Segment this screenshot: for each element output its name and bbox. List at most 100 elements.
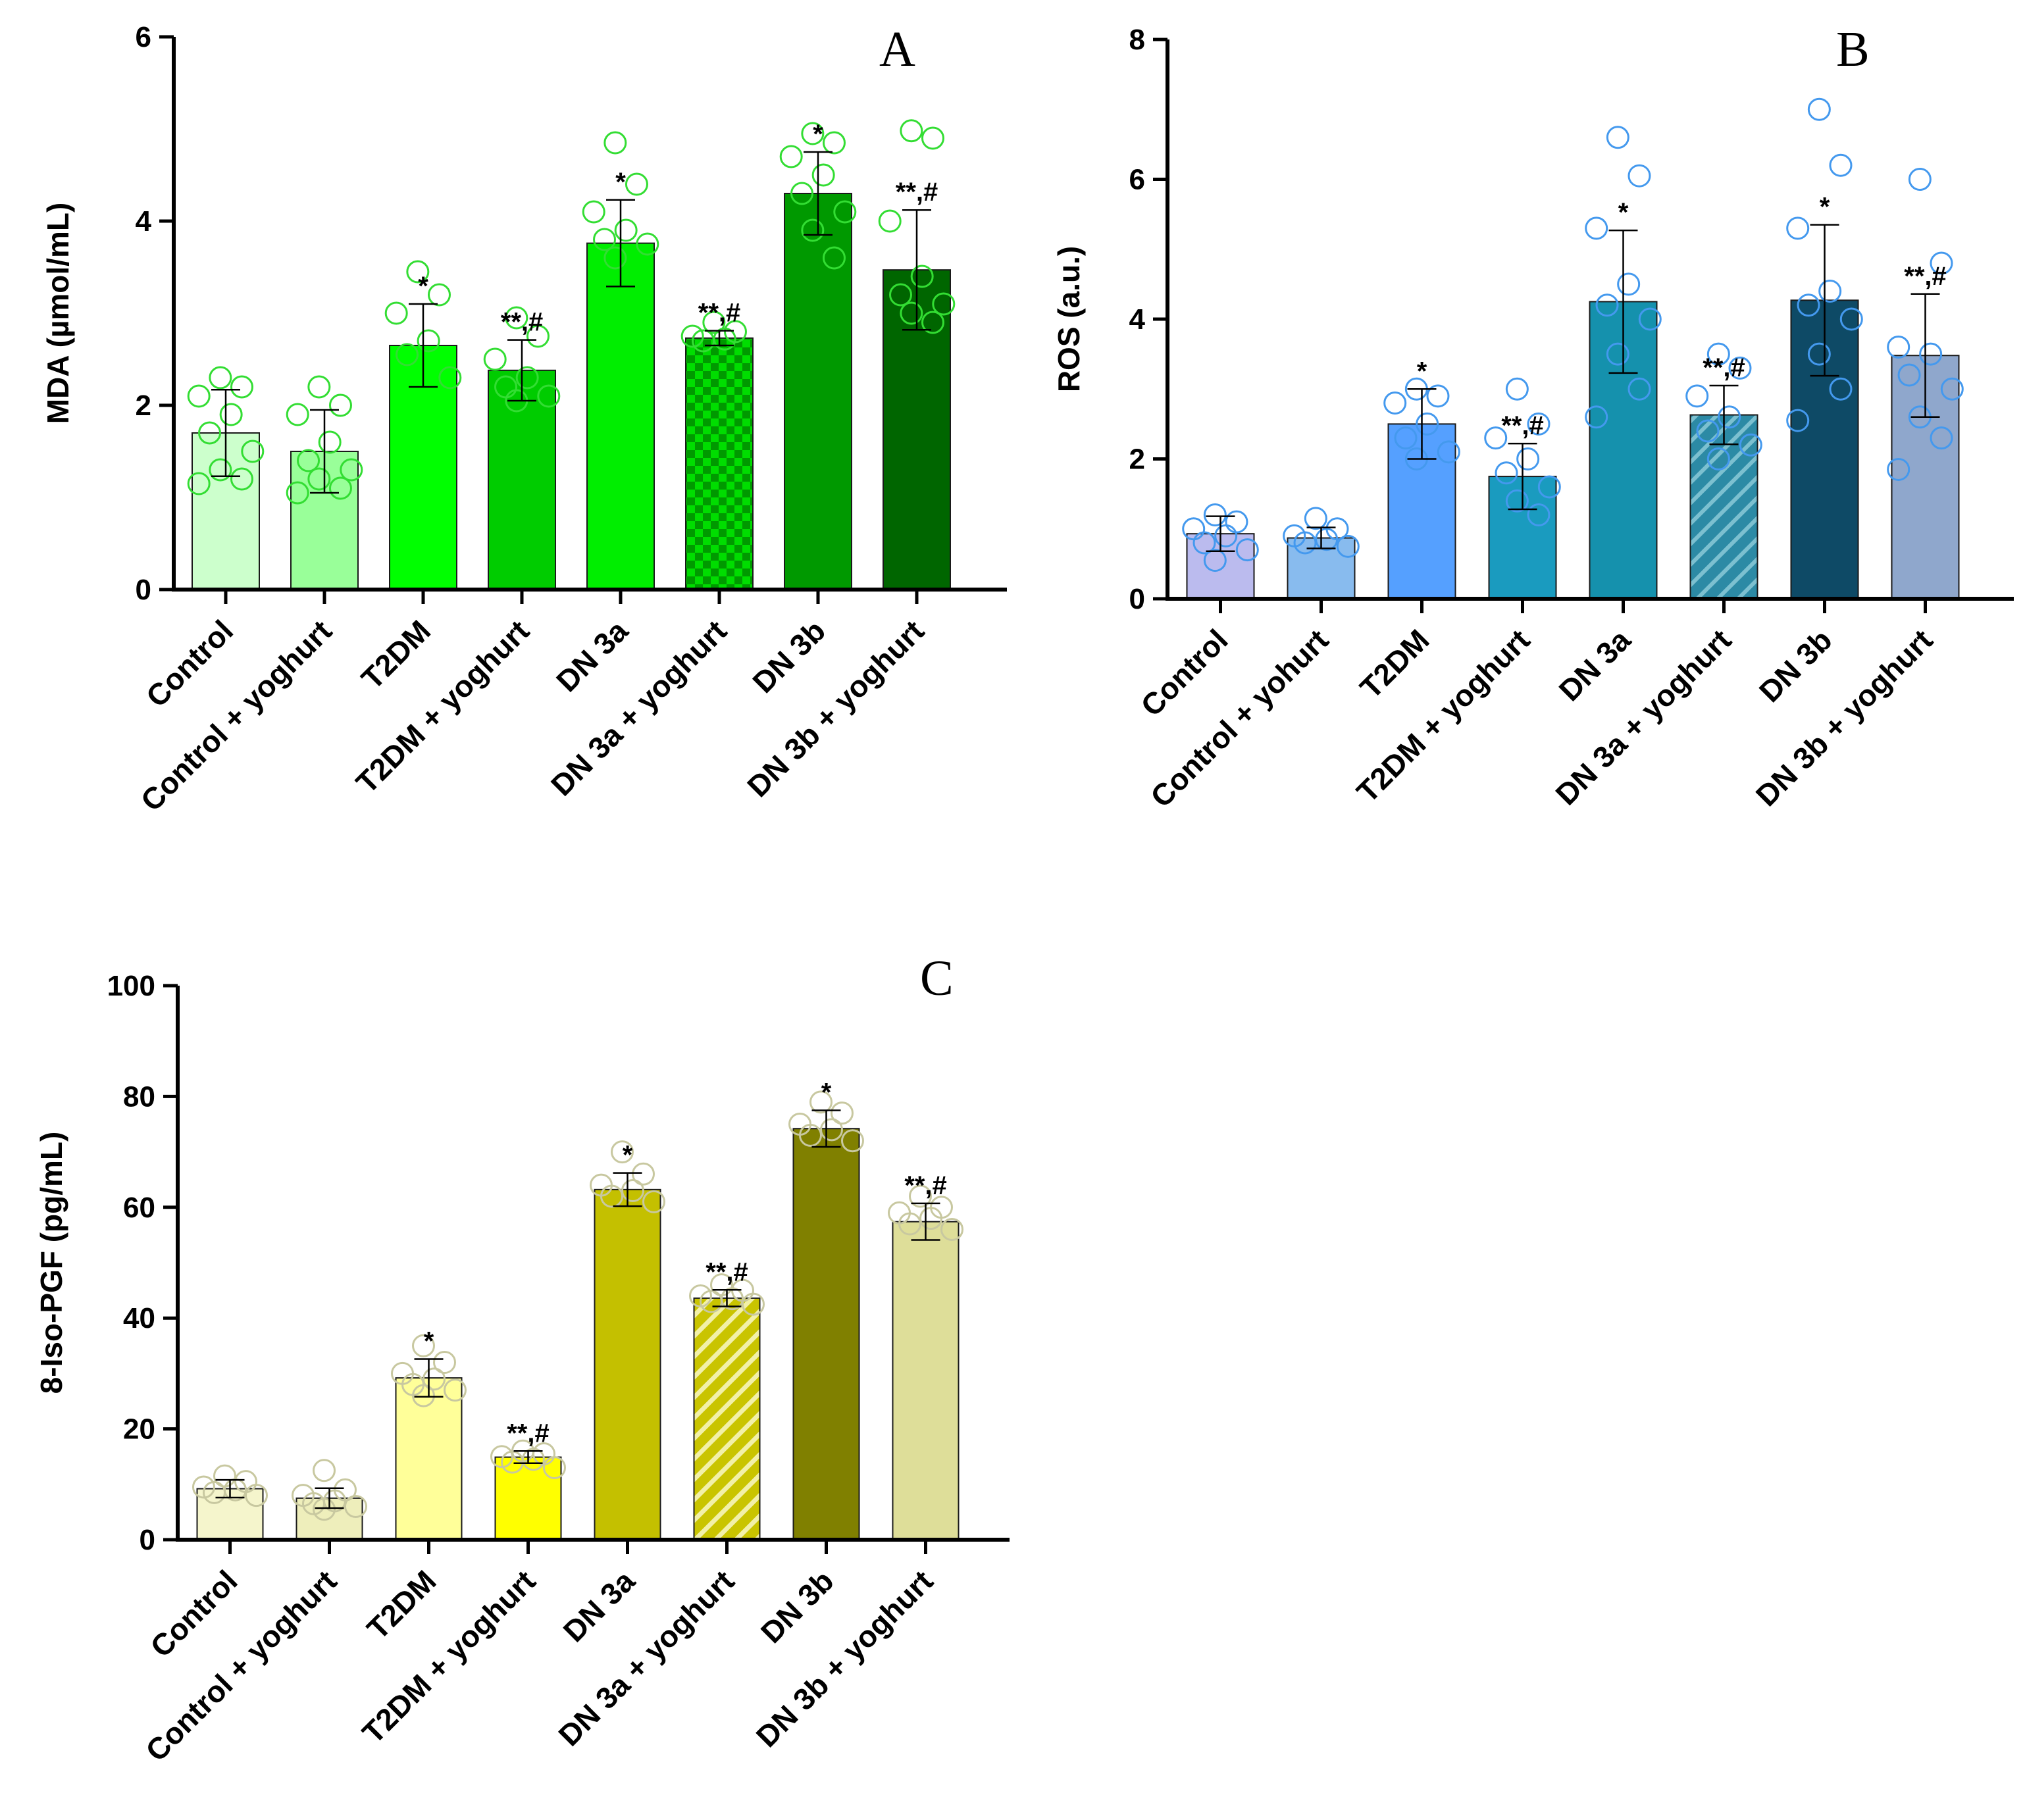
data-point bbox=[483, 347, 507, 371]
data-point bbox=[313, 1459, 336, 1482]
bar bbox=[685, 337, 754, 590]
x-tick-label: T2DM bbox=[1353, 622, 1435, 705]
data-point bbox=[245, 1484, 268, 1507]
data-point bbox=[505, 306, 528, 330]
data-point bbox=[1706, 447, 1730, 470]
data-point bbox=[1728, 356, 1752, 380]
data-point bbox=[515, 366, 539, 390]
data-point bbox=[878, 209, 902, 233]
data-point bbox=[910, 265, 934, 288]
data-point bbox=[203, 1480, 226, 1504]
x-tick-label: DN 3a + yoghurt bbox=[544, 613, 733, 802]
y-tick-label: 6 bbox=[136, 21, 151, 53]
data-point bbox=[1527, 412, 1551, 436]
significance-label: **,# bbox=[904, 1171, 947, 1200]
data-point bbox=[209, 458, 232, 482]
x-tick-label: T2DM + yoghurt bbox=[1350, 622, 1536, 809]
data-point bbox=[286, 403, 309, 426]
panel-b-ros-chart: B ROS (a.u.) * **,# * **,# * **,# 0 2 4 6 8 ControlCo… bbox=[1052, 22, 2014, 814]
data-point bbox=[702, 311, 726, 334]
data-point bbox=[1495, 461, 1518, 485]
data-point bbox=[444, 1378, 467, 1402]
data-point bbox=[384, 301, 408, 325]
significance-label: * bbox=[1820, 193, 1830, 222]
data-point bbox=[1839, 307, 1863, 331]
data-point bbox=[799, 1123, 822, 1147]
x-tick-label: Control bbox=[143, 1563, 244, 1663]
data-point bbox=[632, 1162, 655, 1186]
panel-a-mda-chart: A MDA (µmol/mL) * **,# * **,# * **,# 0 2 4 6 Control… bbox=[41, 21, 1007, 818]
data-point bbox=[1516, 447, 1540, 470]
data-point bbox=[1416, 412, 1439, 436]
y-axis-label: MDA (µmol/mL) bbox=[41, 203, 75, 424]
data-point bbox=[537, 384, 561, 408]
data-point bbox=[417, 329, 440, 353]
data-point bbox=[692, 329, 715, 353]
data-point bbox=[318, 430, 342, 454]
data-point bbox=[286, 481, 309, 505]
data-point bbox=[1437, 440, 1460, 464]
x-tick-label: DN 3a bbox=[557, 1563, 642, 1648]
data-point bbox=[1718, 405, 1741, 429]
data-point bbox=[611, 1140, 634, 1164]
data-point bbox=[187, 384, 211, 408]
significance-label: * bbox=[615, 168, 626, 197]
data-point bbox=[1606, 126, 1629, 149]
data-point bbox=[820, 1118, 843, 1142]
data-point bbox=[1426, 384, 1450, 408]
data-point bbox=[1919, 342, 1943, 366]
data-point bbox=[1527, 503, 1551, 526]
bar bbox=[594, 1188, 661, 1540]
significance-label: **,# bbox=[1501, 411, 1544, 440]
x-tick-label: T2DM bbox=[355, 613, 437, 695]
data-point bbox=[841, 1129, 864, 1153]
y-tick-label: 80 bbox=[123, 1080, 155, 1113]
y-tick-label: 4 bbox=[1129, 303, 1146, 336]
data-point bbox=[642, 1190, 665, 1213]
data-point bbox=[543, 1456, 566, 1480]
data-point bbox=[433, 1351, 456, 1375]
x-tick-label: Control + yoghurt bbox=[134, 613, 339, 818]
x-tick-label: DN 3a bbox=[1552, 622, 1637, 707]
panel-letter: C bbox=[920, 951, 954, 1006]
x-tick-label: DN 3a + yoghurt bbox=[551, 1563, 740, 1752]
y-tick-label: 0 bbox=[1129, 583, 1145, 615]
data-point bbox=[940, 1217, 963, 1241]
x-tick-label: DN 3b + yoghurt bbox=[750, 1563, 940, 1754]
significance-label: * bbox=[424, 1327, 434, 1356]
data-point bbox=[1304, 507, 1327, 530]
data-point bbox=[328, 476, 352, 500]
data-point bbox=[593, 228, 617, 251]
data-point bbox=[636, 232, 659, 256]
data-point bbox=[1739, 433, 1762, 457]
data-point bbox=[313, 1498, 336, 1521]
y-axis-label: ROS (a.u.) bbox=[1052, 246, 1086, 392]
x-tick-label: Control bbox=[1134, 622, 1234, 722]
data-point bbox=[1797, 293, 1820, 317]
data-point bbox=[412, 1334, 435, 1357]
data-point bbox=[600, 1184, 623, 1208]
data-point bbox=[1606, 342, 1629, 366]
data-point bbox=[689, 1284, 712, 1308]
significance-label: **,# bbox=[896, 178, 938, 207]
data-point bbox=[582, 200, 605, 224]
data-point bbox=[1505, 377, 1529, 401]
data-point bbox=[625, 172, 648, 196]
data-point bbox=[423, 1367, 446, 1391]
data-point bbox=[1235, 538, 1259, 562]
data-point bbox=[889, 283, 913, 307]
data-point bbox=[412, 1384, 435, 1407]
data-point bbox=[1585, 216, 1608, 240]
bar bbox=[1689, 414, 1758, 599]
x-tick-label: DN 3a + yoghurt bbox=[1549, 622, 1737, 811]
data-point bbox=[790, 182, 814, 205]
data-point bbox=[680, 324, 704, 348]
data-point bbox=[526, 324, 550, 348]
y-tick-label: 6 bbox=[1129, 164, 1145, 196]
data-point bbox=[1628, 377, 1651, 401]
data-point bbox=[921, 126, 944, 150]
data-point bbox=[779, 145, 803, 168]
x-tick-label: DN 3b + yoghurt bbox=[740, 613, 931, 803]
data-point bbox=[1595, 293, 1619, 317]
data-point bbox=[438, 366, 462, 390]
